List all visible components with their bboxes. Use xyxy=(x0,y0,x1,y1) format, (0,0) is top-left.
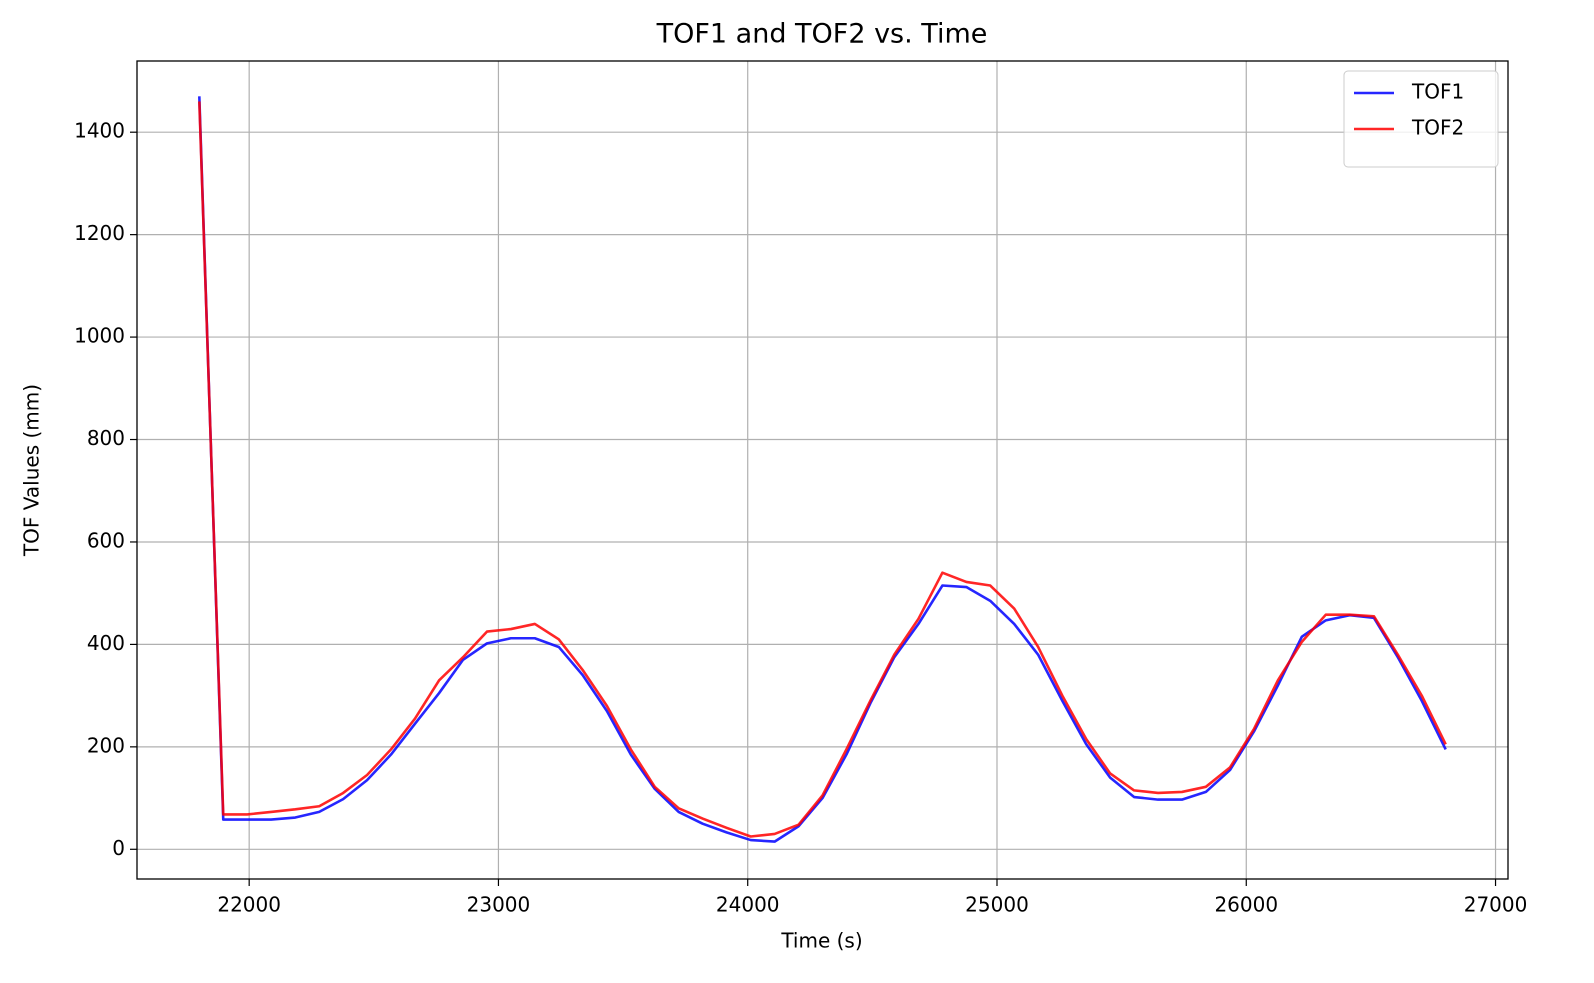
data-line xyxy=(198,101,1447,838)
x-tick-label: 27000 xyxy=(1464,893,1528,917)
x-tick-label: 25000 xyxy=(965,893,1029,917)
plot-frame xyxy=(136,60,1509,880)
y-axis-label: TOF Values (mm) xyxy=(20,384,44,557)
legend-label: TOF2 xyxy=(1411,116,1464,140)
legend-label: TOF1 xyxy=(1411,80,1464,104)
x-axis-label: Time (s) xyxy=(780,929,862,953)
data-line xyxy=(198,96,1447,843)
y-tick-label: 800 xyxy=(87,426,125,450)
y-tick-label: 400 xyxy=(87,631,125,655)
y-tick-label: 1400 xyxy=(74,119,125,143)
x-tick-label: 24000 xyxy=(716,893,780,917)
chart-title: TOF1 and TOF2 vs. Time xyxy=(656,19,988,50)
y-tick-label: 200 xyxy=(87,733,125,757)
y-tick-label: 1200 xyxy=(74,221,125,245)
y-tick-label: 600 xyxy=(87,528,125,552)
legend-box xyxy=(1343,70,1499,168)
y-tick-label: 0 xyxy=(112,836,125,860)
x-tick-label: 23000 xyxy=(467,893,531,917)
y-tick-label: 1000 xyxy=(74,324,125,348)
x-tick-label: 22000 xyxy=(217,893,281,917)
x-tick-label: 26000 xyxy=(1214,893,1278,917)
